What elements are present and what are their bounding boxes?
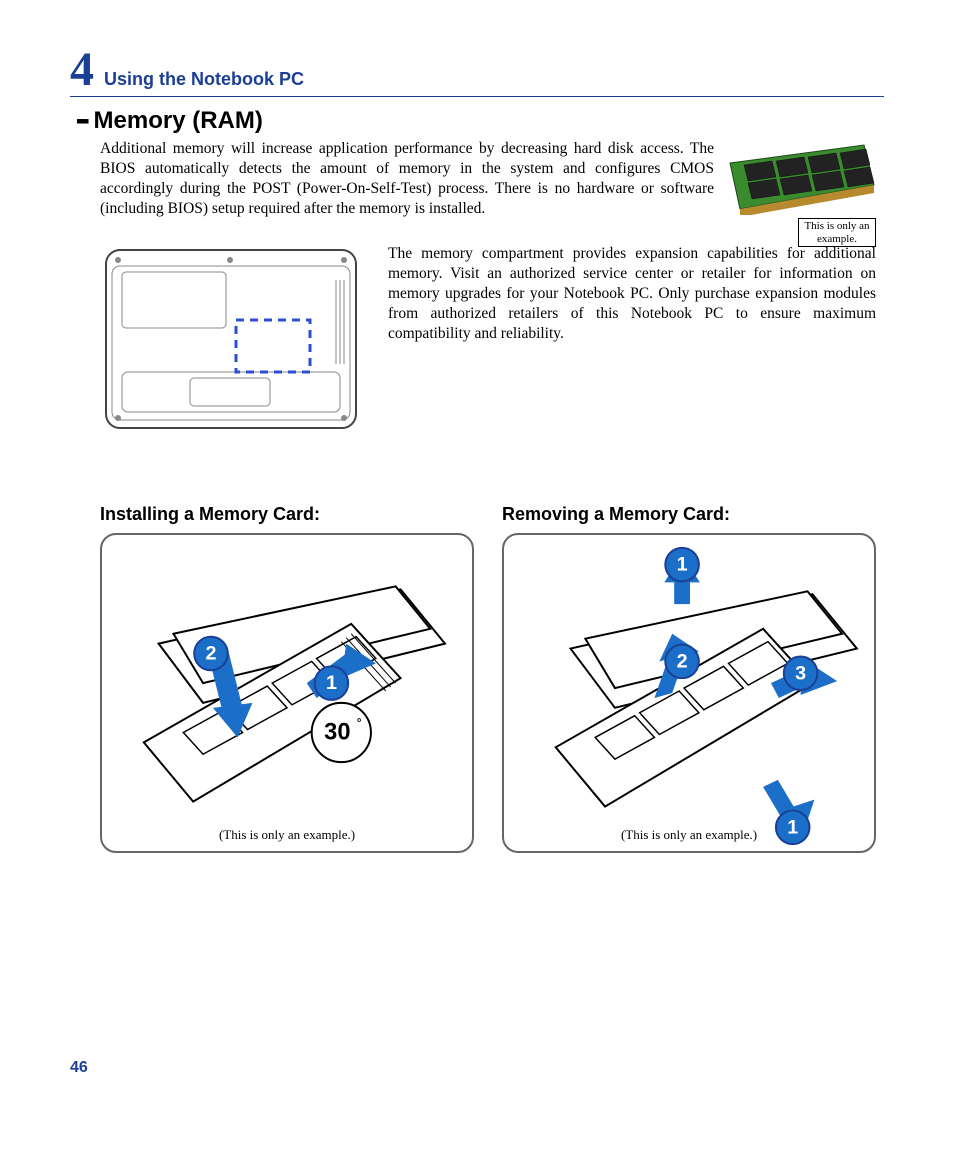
photo-caption: This is only an example.	[798, 218, 876, 247]
install-column: Installing a Memory Card:	[100, 504, 474, 853]
install-step-1: 1	[326, 672, 337, 694]
ram-module-photo	[724, 139, 876, 215]
remove-step-2: 2	[677, 650, 688, 672]
install-title: Installing a Memory Card:	[100, 504, 474, 525]
section-title-row: ▪▪▪▪ Memory (RAM)	[76, 107, 884, 135]
ram-icon: ▪▪▪▪	[76, 111, 86, 132]
remove-step-1a: 1	[677, 553, 688, 575]
remove-example-note: (This is only an example.)	[504, 827, 874, 843]
remove-diagram: 1 2 3 1	[504, 535, 874, 851]
chapter-title: Using the Notebook PC	[104, 69, 304, 90]
install-angle-deg: °	[357, 715, 362, 729]
install-example-note: (This is only an example.)	[102, 827, 472, 843]
remove-diagram-box: 1 2 3 1 (This is only an example.)	[502, 533, 876, 853]
page-number: 46	[70, 1059, 88, 1077]
install-diagram: 1 2 30 °	[102, 535, 472, 851]
chapter-number: 4	[70, 46, 94, 94]
install-diagram-box: 1 2 30 ° (This is only an example.)	[100, 533, 474, 853]
chapter-header: 4 Using the Notebook PC	[70, 46, 884, 97]
install-step-2: 2	[205, 642, 216, 664]
cards-row: Installing a Memory Card:	[100, 504, 884, 853]
second-block: The memory compartment provides expansio…	[100, 244, 884, 434]
remove-title: Removing a Memory Card:	[502, 504, 876, 525]
second-paragraph: The memory compartment provides expansio…	[388, 244, 884, 434]
intro-block: Additional memory will increase applicat…	[70, 139, 884, 220]
remove-column: Removing a Memory Card:	[502, 504, 876, 853]
section-title: Memory (RAM)	[94, 107, 263, 135]
ram-photo-box: This is only an example.	[724, 139, 876, 247]
install-angle: 30	[324, 719, 350, 745]
laptop-bottom-diagram	[100, 244, 362, 434]
remove-step-3: 3	[795, 662, 806, 684]
